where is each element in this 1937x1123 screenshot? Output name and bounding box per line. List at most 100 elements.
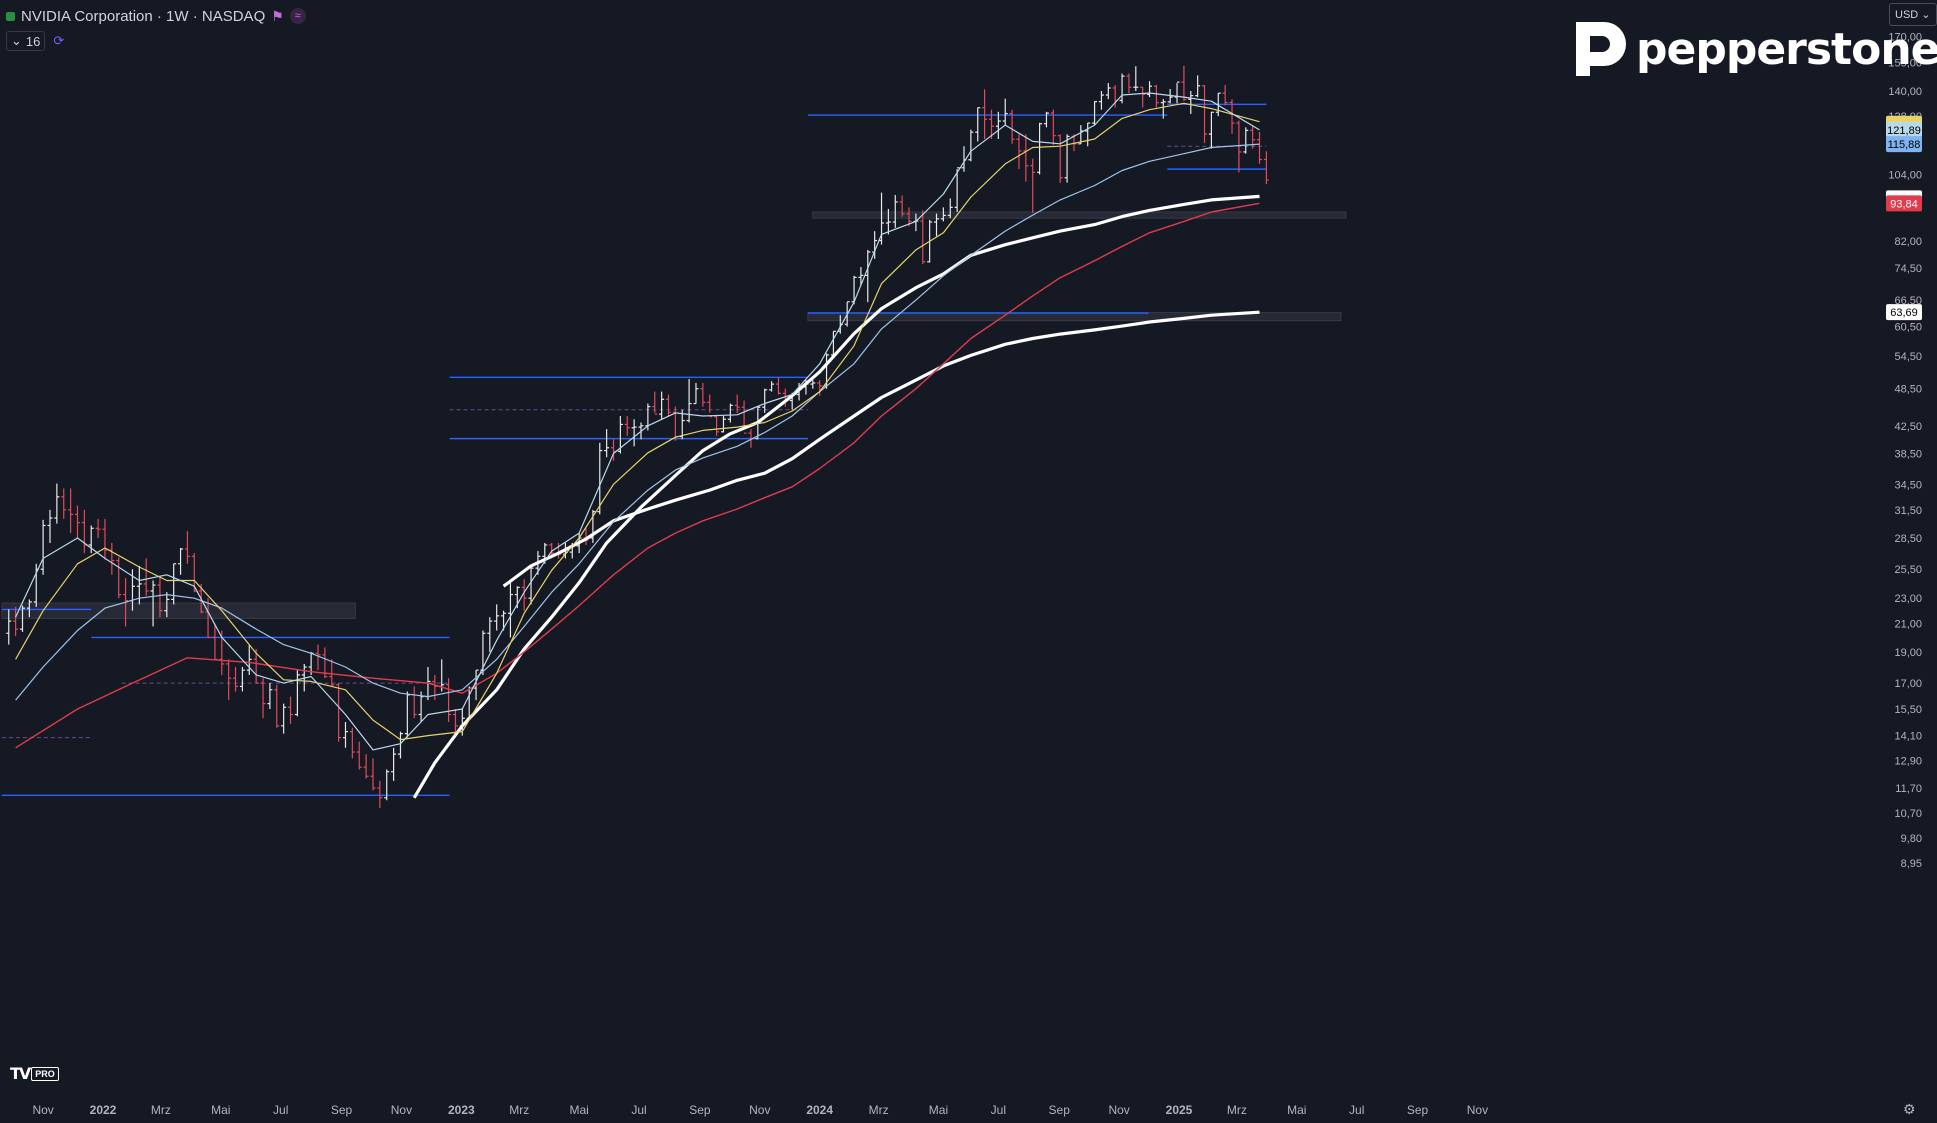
- candle: [1167, 89, 1173, 104]
- price-tick: 42,50: [1894, 421, 1922, 433]
- candle: [95, 518, 101, 538]
- ma-line[interactable]: [412, 194, 1260, 799]
- candle: [597, 442, 603, 515]
- candle: [1057, 134, 1063, 183]
- candle: [336, 683, 342, 742]
- price-tick: 10,70: [1894, 808, 1922, 820]
- price-tick: 140,00: [1888, 86, 1922, 98]
- price-tick: 38,50: [1894, 449, 1922, 461]
- candle: [1229, 99, 1235, 134]
- candle: [274, 684, 280, 728]
- candle: [947, 198, 953, 219]
- candle: [934, 213, 940, 237]
- candle: [226, 659, 232, 701]
- price-tick: 12,90: [1894, 756, 1922, 768]
- indicator-settings-icon[interactable]: ⟳: [53, 33, 65, 48]
- candle: [54, 483, 60, 524]
- time-tick: Mrz: [869, 1103, 889, 1117]
- price-tick: 17,00: [1894, 678, 1922, 690]
- candle: [1140, 86, 1146, 108]
- flag-icon[interactable]: ⚑: [271, 7, 284, 24]
- time-tick: Jul: [631, 1103, 646, 1117]
- time-tick: Mrz: [1227, 1103, 1247, 1117]
- time-axis[interactable]: Nov 2022 Mrz Mai Jul Sep Nov 2023 Mrz Mai Jul Sep No…: [32, 1103, 1488, 1117]
- candle: [1181, 65, 1187, 102]
- time-tick: Mai: [929, 1103, 948, 1117]
- symbol-title[interactable]: NVIDIA Corporation · 1W · NASDAQ: [21, 7, 266, 25]
- ma-line[interactable]: [15, 92, 1260, 751]
- price-tick: 60,50: [1894, 322, 1922, 334]
- ma-line[interactable]: [502, 310, 1260, 588]
- candle: [391, 747, 397, 781]
- price-tick: 8,95: [1901, 858, 1922, 870]
- gear-icon[interactable]: ⚙: [1903, 1101, 1916, 1117]
- candle: [1085, 122, 1091, 147]
- support-zone: [812, 211, 1347, 219]
- candle: [1147, 81, 1153, 98]
- candle: [521, 579, 527, 611]
- candle: [665, 394, 671, 417]
- candle: [693, 382, 699, 405]
- price-label: [1886, 304, 1922, 321]
- candle: [885, 208, 891, 235]
- price-tick: 48,50: [1894, 384, 1922, 396]
- horizontal-levels: [1, 103, 1267, 796]
- ma-line[interactable]: [15, 202, 1260, 749]
- indicator-toggle[interactable]: ⌄ 16: [6, 31, 46, 51]
- candle: [1133, 66, 1139, 91]
- price-tick: 25,50: [1894, 564, 1922, 576]
- candle: [982, 89, 988, 140]
- chevron-down-icon: ⌄: [1921, 9, 1931, 21]
- symbol-header[interactable]: NVIDIA Corporation · 1W · NASDAQ ⚑ ≈: [6, 6, 306, 26]
- candle: [411, 686, 417, 719]
- candle: [246, 644, 252, 675]
- time-tick: 2023: [448, 1103, 475, 1117]
- time-tick: Sep: [1049, 1103, 1071, 1117]
- candle: [1037, 122, 1043, 175]
- candle: [1030, 158, 1036, 213]
- time-tick: Sep: [1407, 1103, 1429, 1117]
- candle: [700, 382, 706, 407]
- price-axis[interactable]: 170,00155,00140,00128,00104,0082,0074,50…: [1884, 0, 1937, 1090]
- candle: [707, 394, 713, 418]
- candle: [817, 380, 823, 396]
- time-tick: Sep: [331, 1103, 353, 1117]
- candle: [1257, 131, 1263, 164]
- candle: [686, 379, 692, 423]
- candle: [47, 509, 53, 543]
- candle: [1119, 73, 1125, 104]
- tradingview-logo[interactable]: TV PRO: [10, 1064, 59, 1083]
- price-tick: 14,10: [1894, 731, 1922, 743]
- indicator-bar[interactable]: ⌄ 16 ⟳: [6, 31, 64, 51]
- currency-selector[interactable]: USD ⌄: [1889, 3, 1937, 26]
- candle: [239, 667, 245, 692]
- candle: [370, 758, 376, 791]
- time-tick: 2022: [90, 1103, 117, 1117]
- brand-name: pepperstone: [1636, 23, 1937, 75]
- candle: [720, 416, 726, 433]
- candle: [1023, 134, 1029, 182]
- candle: [384, 769, 390, 801]
- candle: [349, 727, 355, 759]
- candle: [356, 741, 362, 770]
- compare-icon[interactable]: ≈: [289, 8, 306, 24]
- time-tick: Nov: [1467, 1103, 1488, 1117]
- candle: [1222, 85, 1228, 106]
- candle: [157, 577, 163, 618]
- candle: [377, 780, 383, 808]
- candle: [294, 670, 300, 717]
- candle: [741, 400, 747, 434]
- candle: [1208, 111, 1214, 149]
- candle: [487, 617, 493, 652]
- price-tick: 74,50: [1894, 263, 1922, 275]
- time-tick: Nov: [32, 1103, 53, 1117]
- candle: [150, 580, 156, 627]
- candle: [19, 605, 25, 632]
- candle: [1215, 92, 1221, 117]
- price-tick: 19,00: [1894, 647, 1922, 659]
- candle: [1050, 109, 1056, 146]
- candle: [253, 648, 259, 684]
- ma-line[interactable]: [15, 102, 1260, 741]
- candle: [1009, 109, 1015, 144]
